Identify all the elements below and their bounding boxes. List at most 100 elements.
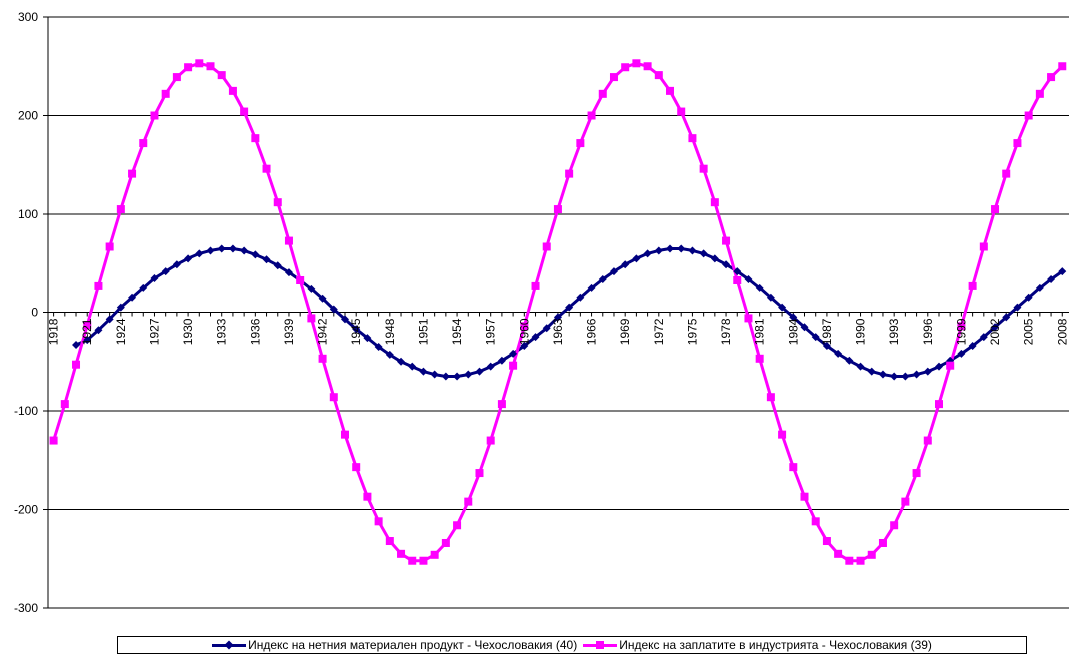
- data-point-series-2: [520, 322, 529, 331]
- data-point-series-2: [979, 242, 988, 251]
- data-point-series-2: [968, 281, 977, 290]
- data-point-series-2: [890, 521, 899, 530]
- data-point-series-2: [329, 393, 338, 402]
- x-tick-label: 1918: [47, 318, 61, 345]
- data-point-series-2: [441, 538, 450, 547]
- data-point-series-1: [397, 357, 406, 366]
- data-point-series-2: [72, 360, 81, 369]
- data-point-series-2: [217, 71, 226, 80]
- y-tick-label: -200: [14, 503, 38, 517]
- y-tick-label: -100: [14, 404, 38, 418]
- data-point-series-1: [1058, 267, 1067, 276]
- data-point-series-1: [520, 341, 529, 350]
- data-point-series-2: [531, 281, 540, 290]
- data-point-series-2: [699, 164, 708, 173]
- data-point-series-2: [340, 430, 349, 439]
- data-point-series-1: [576, 293, 585, 302]
- data-point-series-2: [195, 59, 204, 68]
- x-tick-label: 1960: [517, 318, 531, 345]
- data-point-series-2: [912, 469, 921, 478]
- data-point-series-1: [161, 267, 170, 276]
- data-point-series-2: [811, 517, 820, 526]
- x-tick-label: 1969: [618, 318, 632, 345]
- data-point-series-1: [957, 349, 966, 358]
- x-tick-label: 1999: [954, 318, 968, 345]
- data-point-series-2: [576, 139, 585, 148]
- data-point-series-2: [296, 275, 305, 284]
- data-point-series-2: [307, 314, 316, 323]
- x-tick-label: 1933: [215, 318, 229, 345]
- data-point-series-1: [744, 275, 753, 284]
- data-point-series-2: [83, 321, 92, 330]
- x-tick-label: 1927: [147, 318, 161, 345]
- data-point-series-1: [979, 333, 988, 342]
- data-point-series-2: [273, 198, 282, 207]
- gridlines: [48, 16, 1069, 609]
- data-point-series-2: [105, 242, 114, 251]
- data-point-series-2: [251, 134, 260, 143]
- data-point-series-1: [991, 323, 1000, 332]
- data-point-series-1: [1013, 303, 1022, 312]
- x-tick-label: 1996: [921, 318, 935, 345]
- data-point-series-1: [329, 305, 338, 314]
- data-point-series-1: [206, 246, 215, 255]
- data-point-series-2: [901, 497, 910, 506]
- data-point-series-2: [733, 275, 742, 284]
- y-tick-label: 0: [31, 306, 38, 320]
- data-point-series-2: [464, 497, 473, 506]
- data-point-series-1: [509, 349, 518, 358]
- data-point-series-1: [968, 341, 977, 350]
- data-point-series-1: [139, 283, 148, 292]
- x-tick-label: 1948: [383, 318, 397, 345]
- data-point-series-1: [778, 303, 787, 312]
- data-point-series-2: [419, 556, 428, 565]
- data-point-series-2: [352, 463, 361, 472]
- data-point-series-1: [722, 260, 731, 269]
- data-point-series-1: [643, 249, 652, 258]
- y-tick-label: -300: [14, 601, 38, 615]
- x-tick-label: 1984: [786, 318, 800, 345]
- data-point-series-1: [374, 342, 383, 351]
- data-point-series-1: [363, 334, 372, 343]
- data-point-series-1: [890, 372, 899, 381]
- data-point-series-1: [811, 333, 820, 342]
- data-point-series-1: [531, 333, 540, 342]
- x-tick-label: 1975: [685, 318, 699, 345]
- legend-swatch-series-1: [212, 640, 247, 650]
- data-point-series-2: [778, 430, 787, 439]
- data-point-series-2: [49, 436, 58, 445]
- data-point-series-2: [128, 169, 137, 178]
- data-point-series-2: [688, 134, 697, 143]
- legend-item-series-2: Индекс на заплатите в индустрията - Чехо…: [583, 638, 932, 652]
- data-point-series-2: [240, 107, 249, 116]
- data-point-series-2: [1013, 139, 1022, 148]
- data-point-series-2: [453, 521, 462, 530]
- data-point-series-1: [172, 260, 181, 269]
- data-point-series-2: [923, 436, 932, 445]
- data-point-series-2: [621, 63, 630, 72]
- legend: Индекс на нетния материален продукт - Че…: [117, 636, 1027, 654]
- data-point-series-1: [1035, 283, 1044, 292]
- legend-label-series-1: Индекс на нетния материален продукт - Че…: [248, 638, 578, 652]
- data-point-series-1: [464, 370, 473, 379]
- data-point-series-2: [722, 236, 731, 245]
- data-point-series-1: [800, 323, 809, 332]
- x-tick-label: 1921: [80, 318, 94, 345]
- data-point-series-2: [1058, 62, 1067, 71]
- y-tick-label: 100: [18, 207, 38, 221]
- data-point-series-2: [262, 164, 271, 173]
- data-point-series-2: [206, 62, 215, 71]
- data-point-series-2: [991, 205, 1000, 214]
- x-tick-label: 1930: [181, 318, 195, 345]
- data-point-series-1: [1024, 293, 1033, 302]
- series-markers: [49, 59, 1067, 565]
- data-point-series-2: [1002, 169, 1011, 178]
- data-point-series-1: [845, 356, 854, 365]
- data-point-series-1: [789, 313, 798, 322]
- data-point-series-2: [632, 59, 641, 68]
- x-tick-label: 1972: [652, 318, 666, 345]
- data-point-series-1: [901, 372, 910, 381]
- data-point-series-2: [172, 73, 181, 82]
